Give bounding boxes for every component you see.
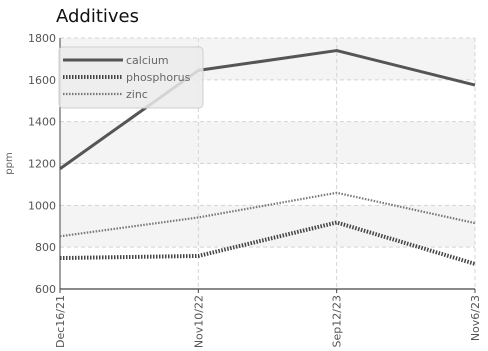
- background-band: [60, 205, 475, 248]
- y-tick-labels: 600 800 1000 1200 1400 1600 1800: [28, 32, 56, 296]
- series-lines: [59, 49, 476, 266]
- y-tick-label: 800: [35, 241, 56, 254]
- legend-label-calcium: calcium: [126, 54, 169, 67]
- x-tick-label: Nov10/22: [192, 295, 205, 348]
- x-tick-label: Nov6/23: [469, 295, 482, 341]
- series-line-phosphorus: [59, 220, 476, 266]
- series-line-calcium: [59, 49, 476, 170]
- y-tick-label: 1400: [28, 116, 56, 129]
- legend-label-zinc: zinc: [126, 88, 148, 101]
- y-tick-label: 1000: [28, 199, 56, 212]
- x-tick-labels: Dec16/21 Nov10/22 Sep12/23 Nov6/23: [54, 295, 482, 348]
- y-axis-label: ppm: [4, 152, 15, 174]
- y-tick-label: 1200: [28, 158, 56, 171]
- y-tick-label: 1800: [28, 32, 56, 45]
- legend-box: [58, 46, 204, 109]
- y-tick-label: 1600: [28, 74, 56, 87]
- y-tick-label: 600: [35, 283, 56, 296]
- x-tick-label: Sep12/23: [331, 295, 344, 347]
- chart-title: Additives: [56, 6, 140, 27]
- x-tick-label: Dec16/21: [54, 295, 67, 348]
- legend: calcium phosphorus zinc: [58, 46, 204, 109]
- background-band: [60, 121, 475, 164]
- series-line-zinc: [59, 191, 476, 238]
- legend-label-phosphorus: phosphorus: [126, 71, 191, 84]
